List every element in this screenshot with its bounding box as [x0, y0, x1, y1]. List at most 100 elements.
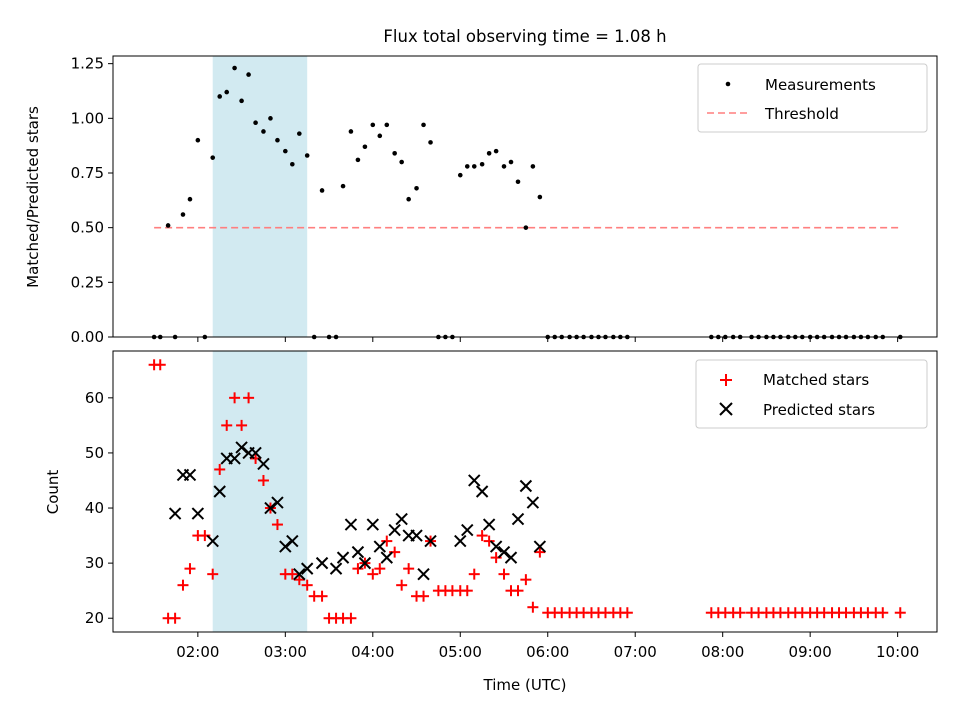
matched-star-point: [257, 474, 269, 486]
predicted-star-point: [395, 512, 408, 526]
x-tick-label: 06:00: [526, 643, 569, 661]
chart-title: Flux total observing time = 1.08 h: [383, 27, 666, 46]
predicted-star-point: [264, 501, 277, 515]
matched-star-point: [381, 535, 393, 547]
measurement-point: [399, 159, 404, 165]
measurement-point: [414, 185, 419, 191]
measurement-point: [384, 122, 390, 128]
matched-star-point: [177, 579, 189, 591]
measurement-point: [530, 164, 536, 169]
measurement-point: [471, 164, 477, 169]
measurement-point: [210, 155, 216, 160]
measurement-point: [406, 196, 411, 202]
x-tick-label: 02:00: [176, 643, 219, 661]
predicted-star-point: [213, 485, 226, 498]
bottom-y-tick-label: 40: [85, 499, 104, 517]
predicted-star-point: [191, 507, 205, 520]
measurement-point: [355, 157, 361, 163]
matched-star-point: [734, 607, 746, 619]
measurement-point: [515, 179, 521, 185]
predicted-star-point: [336, 551, 350, 564]
legend-measurements-marker: [725, 81, 731, 87]
measurement-point: [180, 212, 186, 217]
top-y-tick-label: 0.75: [71, 164, 104, 182]
measurement-point: [501, 164, 507, 169]
measurement-point: [195, 137, 201, 143]
top-y-label: Matched/Predicted stars: [24, 106, 42, 288]
measurement-point: [304, 153, 310, 158]
measurement-point: [275, 137, 280, 143]
matched-star-point: [396, 579, 408, 591]
matched-star-point: [468, 568, 480, 580]
bottom-y-tick-label: 20: [85, 609, 104, 627]
predicted-star-point: [183, 468, 197, 482]
predicted-star-point: [519, 479, 533, 493]
measurement-point: [479, 161, 485, 167]
bottom-legend-box: [695, 359, 928, 429]
predicted-star-point: [293, 567, 306, 581]
matched-star-point: [345, 612, 357, 624]
matched-star-point: [154, 359, 166, 371]
matched-star-point: [184, 563, 196, 575]
legend-predicted-label: Predicted stars: [763, 401, 875, 419]
measurement-point: [268, 116, 273, 121]
predicted-star-point: [206, 534, 219, 548]
matched-star-point: [271, 519, 283, 531]
matched-star-point: [293, 574, 305, 586]
measurement-point: [421, 122, 426, 128]
predicted-star-point: [271, 496, 284, 509]
matched-star-point: [352, 563, 364, 575]
predicted-star-point: [235, 441, 248, 454]
top-legend: Measurements Threshold: [697, 63, 928, 133]
bottom-y-tick-label: 60: [85, 389, 104, 407]
predicted-star-point: [315, 556, 329, 570]
measurement-point: [493, 148, 499, 154]
measurement-point: [377, 133, 383, 139]
predicted-star-point: [329, 562, 343, 575]
x-tick-label: 09:00: [789, 643, 832, 661]
legend-matched-marker: [720, 374, 732, 386]
x-tick-label: 03:00: [264, 643, 307, 661]
measurement-point: [283, 148, 288, 154]
matched-star-point: [169, 612, 181, 624]
legend-predicted-marker: [719, 402, 733, 416]
highlight-band-top: [212, 56, 308, 337]
matched-star-point: [221, 419, 233, 431]
measurement-point: [319, 188, 325, 193]
matched-star-point: [534, 546, 546, 558]
predicted-star-point: [351, 545, 365, 559]
predicted-star-point: [417, 567, 430, 581]
matched-star-point: [527, 601, 539, 613]
measurement-point: [217, 94, 223, 99]
predicted-star-point: [511, 512, 525, 526]
bottom-axes-frame: [112, 350, 938, 633]
predicted-star-point: [489, 540, 503, 553]
top-y-tick-label: 0.50: [71, 219, 104, 237]
top-y-tick-label: 0.25: [71, 273, 104, 291]
measurement-point: [392, 151, 397, 156]
matched-star-point: [207, 568, 219, 580]
predicted-star-point: [461, 523, 474, 537]
predicted-star-point: [388, 523, 401, 537]
predicted-star-point: [228, 452, 241, 465]
x-axis-label: Time (UTC): [483, 676, 567, 694]
matched-star-point: [367, 568, 379, 580]
measurement-point: [340, 183, 346, 189]
measurement-point: [165, 223, 171, 228]
bottom-legend: Matched stars Predicted stars: [695, 359, 928, 429]
x-tick-label: 08:00: [701, 643, 744, 661]
measurement-point: [457, 172, 463, 178]
legend-matched-label: Matched stars: [763, 371, 869, 389]
predicted-star-point: [475, 485, 489, 498]
top-y-tick-label: 1.00: [71, 109, 104, 127]
top-y-axis: 0.00 0.25 0.50 0.75 1.00 1.25: [71, 55, 113, 346]
predicted-star-point: [358, 556, 372, 570]
measurement-point: [348, 129, 354, 134]
measurement-point: [362, 144, 368, 150]
predicted-star-point: [482, 518, 496, 531]
matched-star-point: [229, 392, 241, 404]
predicted-star-point: [454, 534, 467, 548]
matched-star-point: [403, 563, 415, 575]
bottom-x-axis: 02:00 03:00 04:00 05:00 06:00 07:00 08:00 09:00…: [176, 632, 919, 661]
